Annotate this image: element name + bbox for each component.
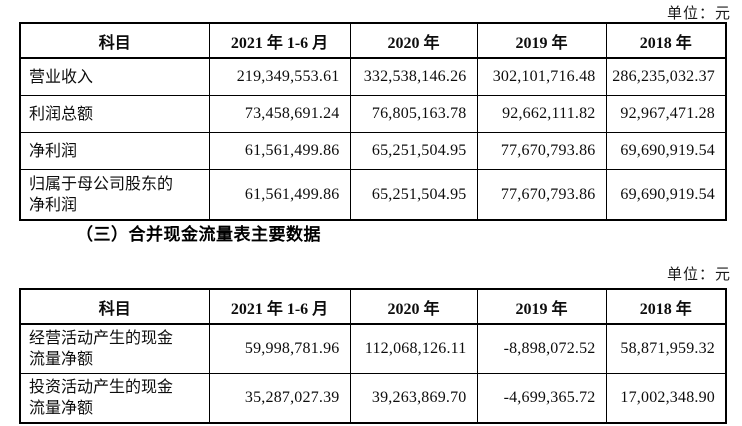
column-header-2020: 2020 年 [349, 22, 478, 59]
value-cell: 69,690,919.54 [605, 132, 727, 170]
column-header-2018: 2018 年 [605, 22, 727, 59]
table-row-net-profit: 净利润 61,561,499.86 65,251,504.95 77,670,7… [19, 132, 727, 170]
value-cell: 73,458,691.24 [208, 95, 351, 133]
column-header-subject: 科目 [19, 288, 210, 325]
value-cell: 77,670,793.86 [476, 169, 607, 221]
table-row-investing-cash-flow: 投资活动产生的现金 流量净额 35,287,027.39 39,263,869.… [19, 373, 727, 424]
value-cell: 286,235,032.37 [605, 57, 727, 96]
value-cell: 39,263,869.70 [349, 373, 478, 424]
value-cell: 92,662,111.82 [476, 95, 607, 133]
value-cell: 35,287,027.39 [208, 373, 351, 424]
table-row-total-profit: 利润总额 73,458,691.24 76,805,163.78 92,662,… [19, 95, 727, 133]
cash-flow-table: 科目 2021 年 1-6 月 2020 年 2019 年 2018 年 经营活… [19, 288, 727, 424]
value-cell: 61,561,499.86 [208, 132, 351, 170]
value-cell: 302,101,716.48 [476, 57, 607, 96]
column-header-2019: 2019 年 [476, 288, 607, 325]
column-header-subject: 科目 [19, 22, 210, 59]
value-cell: -4,699,365.72 [476, 373, 607, 424]
table-header-row: 科目 2021 年 1-6 月 2020 年 2019 年 2018 年 [19, 288, 727, 325]
value-cell: 59,998,781.96 [208, 323, 351, 374]
row-label-cell: 利润总额 [19, 95, 210, 133]
row-label-cell: 投资活动产生的现金 流量净额 [19, 373, 210, 424]
column-header-2021h1: 2021 年 1-6 月 [208, 288, 351, 325]
value-cell: 58,871,959.32 [605, 323, 727, 374]
column-header-2021h1: 2021 年 1-6 月 [208, 22, 351, 59]
table-row-revenue: 营业收入 219,349,553.61 332,538,146.26 302,1… [19, 57, 727, 96]
value-cell: 69,690,919.54 [605, 169, 727, 221]
unit-label: 单位：元 [666, 267, 731, 283]
unit-label: 单位：元 [666, 6, 731, 22]
table-row-net-profit-parent: 归属于母公司股东的 净利润 61,561,499.86 65,251,504.9… [19, 169, 727, 221]
column-header-2020: 2020 年 [349, 288, 478, 325]
section-heading: （三）合并现金流量表主要数据 [76, 225, 321, 244]
value-cell: 92,967,471.28 [605, 95, 727, 133]
value-cell: 65,251,504.95 [349, 132, 478, 170]
row-label-cell: 归属于母公司股东的 净利润 [19, 169, 210, 221]
table-row-operating-cash-flow: 经营活动产生的现金 流量净额 59,998,781.96 112,068,126… [19, 323, 727, 374]
value-cell: 17,002,348.90 [605, 373, 727, 424]
row-label-cell: 经营活动产生的现金 流量净额 [19, 323, 210, 374]
column-header-2019: 2019 年 [476, 22, 607, 59]
value-cell: 77,670,793.86 [476, 132, 607, 170]
row-label-cell: 营业收入 [19, 57, 210, 96]
row-label-cell: 净利润 [19, 132, 210, 170]
value-cell: -8,898,072.52 [476, 323, 607, 374]
value-cell: 219,349,553.61 [208, 57, 351, 96]
value-cell: 332,538,146.26 [349, 57, 478, 96]
value-cell: 112,068,126.11 [349, 323, 478, 374]
column-header-2018: 2018 年 [605, 288, 727, 325]
table-header-row: 科目 2021 年 1-6 月 2020 年 2019 年 2018 年 [19, 22, 727, 59]
value-cell: 65,251,504.95 [349, 169, 478, 221]
value-cell: 76,805,163.78 [349, 95, 478, 133]
income-statement-table: 科目 2021 年 1-6 月 2020 年 2019 年 2018 年 营业收… [19, 22, 727, 221]
value-cell: 61,561,499.86 [208, 169, 351, 221]
